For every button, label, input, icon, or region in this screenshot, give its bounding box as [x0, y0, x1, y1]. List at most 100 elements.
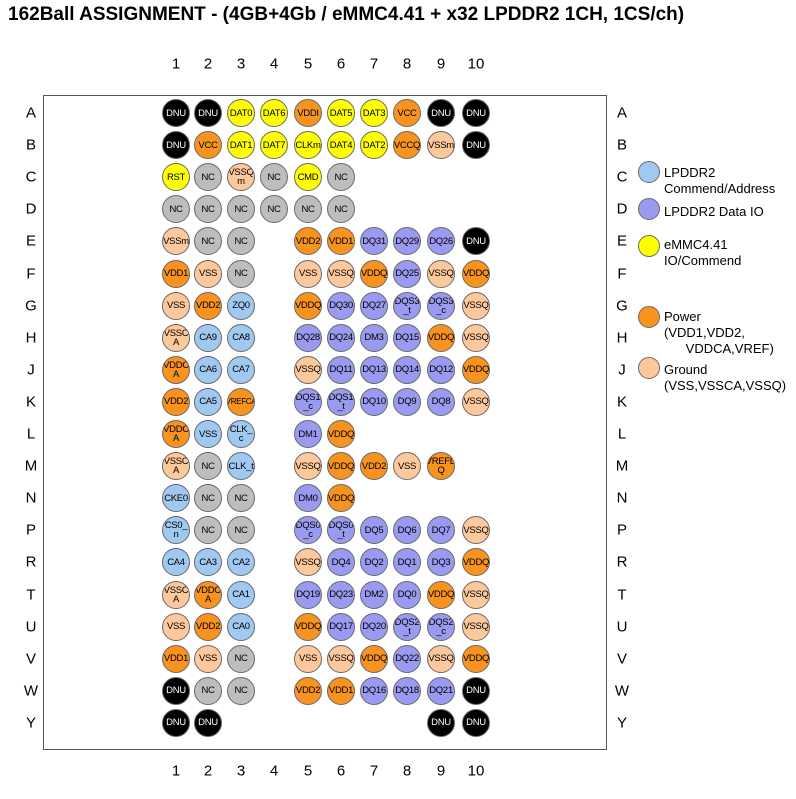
row-label-left: A	[25, 104, 37, 122]
row-label-right: E	[616, 232, 628, 250]
ball-L3: CLK_ c	[227, 420, 255, 448]
row-label-left: P	[25, 521, 37, 539]
ball-C2: NC	[194, 163, 222, 192]
package-outline	[43, 95, 607, 750]
ball-R3: CA2	[227, 548, 255, 577]
legend-label-power: Power (VDD1,VDD2, VDDCA,VREF)	[664, 309, 774, 356]
ball-G9: DQS3 _c	[427, 291, 455, 320]
legend-swatch-ground	[638, 357, 660, 379]
ball-B1: DNU	[162, 131, 190, 160]
ball-E7: DQ31	[360, 227, 388, 256]
ball-F3: NC	[227, 259, 255, 288]
ball-A9: DNU	[427, 99, 455, 127]
ball-G1: VSS	[162, 291, 190, 320]
ball-F7: VDDQ	[360, 259, 388, 288]
ball-V2: VSS	[194, 644, 222, 673]
ball-E6: VDD1	[327, 227, 355, 256]
column-label-top: 4	[269, 55, 279, 73]
row-label-right: D	[616, 200, 628, 218]
ball-M3: CLK_t	[227, 452, 255, 481]
ball-W1: DNU	[162, 676, 190, 705]
row-label-right: V	[616, 650, 628, 668]
column-label-bottom: 4	[269, 762, 279, 780]
ball-B9: VSSm	[427, 131, 455, 160]
ball-W9: DQ21	[427, 676, 455, 705]
ball-P1: CS0_ n	[162, 516, 190, 545]
ball-B7: DAT2	[360, 131, 388, 160]
row-label-right: M	[615, 457, 629, 475]
ball-N6: VDDQ	[327, 484, 355, 513]
ball-A1: DNU	[162, 99, 190, 127]
ball-R8: DQ1	[393, 548, 421, 577]
legend-swatch-lpddr_data	[638, 198, 660, 220]
column-label-top: 8	[402, 55, 412, 73]
row-label-left: N	[25, 489, 37, 507]
ball-J2: CA6	[194, 355, 222, 384]
ball-M2: NC	[194, 452, 222, 481]
ball-J5: VSSQ	[294, 355, 322, 384]
ball-F8: DQ25	[393, 259, 421, 288]
ball-H7: DM3	[360, 323, 388, 352]
ball-B2: VCC	[194, 131, 222, 160]
ball-U8: DQS2 _t	[393, 612, 421, 641]
column-label-bottom: 6	[336, 762, 346, 780]
ball-K5: DQS1 _c	[294, 387, 322, 416]
ball-B8: VCCQ	[393, 131, 421, 160]
column-label-top: 5	[303, 55, 313, 73]
ball-J10: VDDQ	[462, 355, 490, 384]
page-title: 162Ball ASSIGNMENT - (4GB+4Gb / eMMC4.41…	[8, 4, 685, 25]
ball-G10: VSSQ	[462, 291, 490, 320]
ball-E9: DQ26	[427, 227, 455, 256]
ball-P5: DQS0 _c	[294, 516, 322, 545]
ball-H10: VSSQ	[462, 323, 490, 352]
row-label-left: D	[25, 200, 37, 218]
ball-F5: VSS	[294, 259, 322, 288]
ball-R7: DQ2	[360, 548, 388, 577]
ball-Y9: DNU	[427, 708, 455, 737]
ball-K9: DQ8	[427, 387, 455, 416]
ball-C5: CMD	[294, 163, 322, 192]
ball-L5: DM1	[294, 420, 322, 448]
ball-E2: NC	[194, 227, 222, 256]
ball-P9: DQ7	[427, 516, 455, 545]
ball-W7: DQ16	[360, 676, 388, 705]
row-label-left: B	[25, 136, 37, 154]
ball-J1: VDDC A	[162, 355, 190, 384]
ball-G5: VDDQ	[294, 291, 322, 320]
ball-J7: DQ13	[360, 355, 388, 384]
ball-H9: VDDQ	[427, 323, 455, 352]
ball-R10: VDDQ	[462, 548, 490, 577]
ball-G6: DQ30	[327, 291, 355, 320]
ball-H8: DQ15	[393, 323, 421, 352]
ball-F10: VDDQ	[462, 259, 490, 288]
ball-K7: DQ10	[360, 387, 388, 416]
row-label-left: T	[26, 586, 36, 603]
row-label-right: P	[616, 521, 628, 539]
ball-D1: NC	[162, 195, 190, 224]
column-label-bottom: 7	[369, 762, 379, 780]
ball-T7: DM2	[360, 580, 388, 609]
ball-V8: DQ22	[393, 644, 421, 673]
ball-Y2: DNU	[194, 708, 222, 737]
ball-D4: NC	[260, 195, 288, 224]
ball-W3: NC	[227, 676, 255, 705]
ball-G7: DQ27	[360, 291, 388, 320]
ball-W5: VDD2	[294, 676, 322, 705]
row-label-right: K	[616, 393, 628, 411]
ball-Y10: DNU	[462, 708, 490, 737]
ball-W6: VDD1	[327, 676, 355, 705]
column-label-bottom: 3	[236, 762, 246, 780]
ball-P3: NC	[227, 516, 255, 545]
ball-A7: DAT3	[360, 99, 388, 127]
ball-P7: DQ5	[360, 516, 388, 545]
ball-P6: DQS0 _t	[327, 516, 355, 545]
ball-V6: VSSQ	[327, 644, 355, 673]
ball-K8: DQ9	[393, 387, 421, 416]
row-label-right: T	[617, 586, 627, 603]
ball-V9: VSSQ	[427, 644, 455, 673]
ball-C6: NC	[327, 163, 355, 192]
row-label-left: M	[24, 457, 38, 475]
ball-K1: VDD2	[162, 387, 190, 416]
ball-M8: VSS	[393, 452, 421, 481]
ball-T2: VDDC A	[194, 580, 222, 609]
